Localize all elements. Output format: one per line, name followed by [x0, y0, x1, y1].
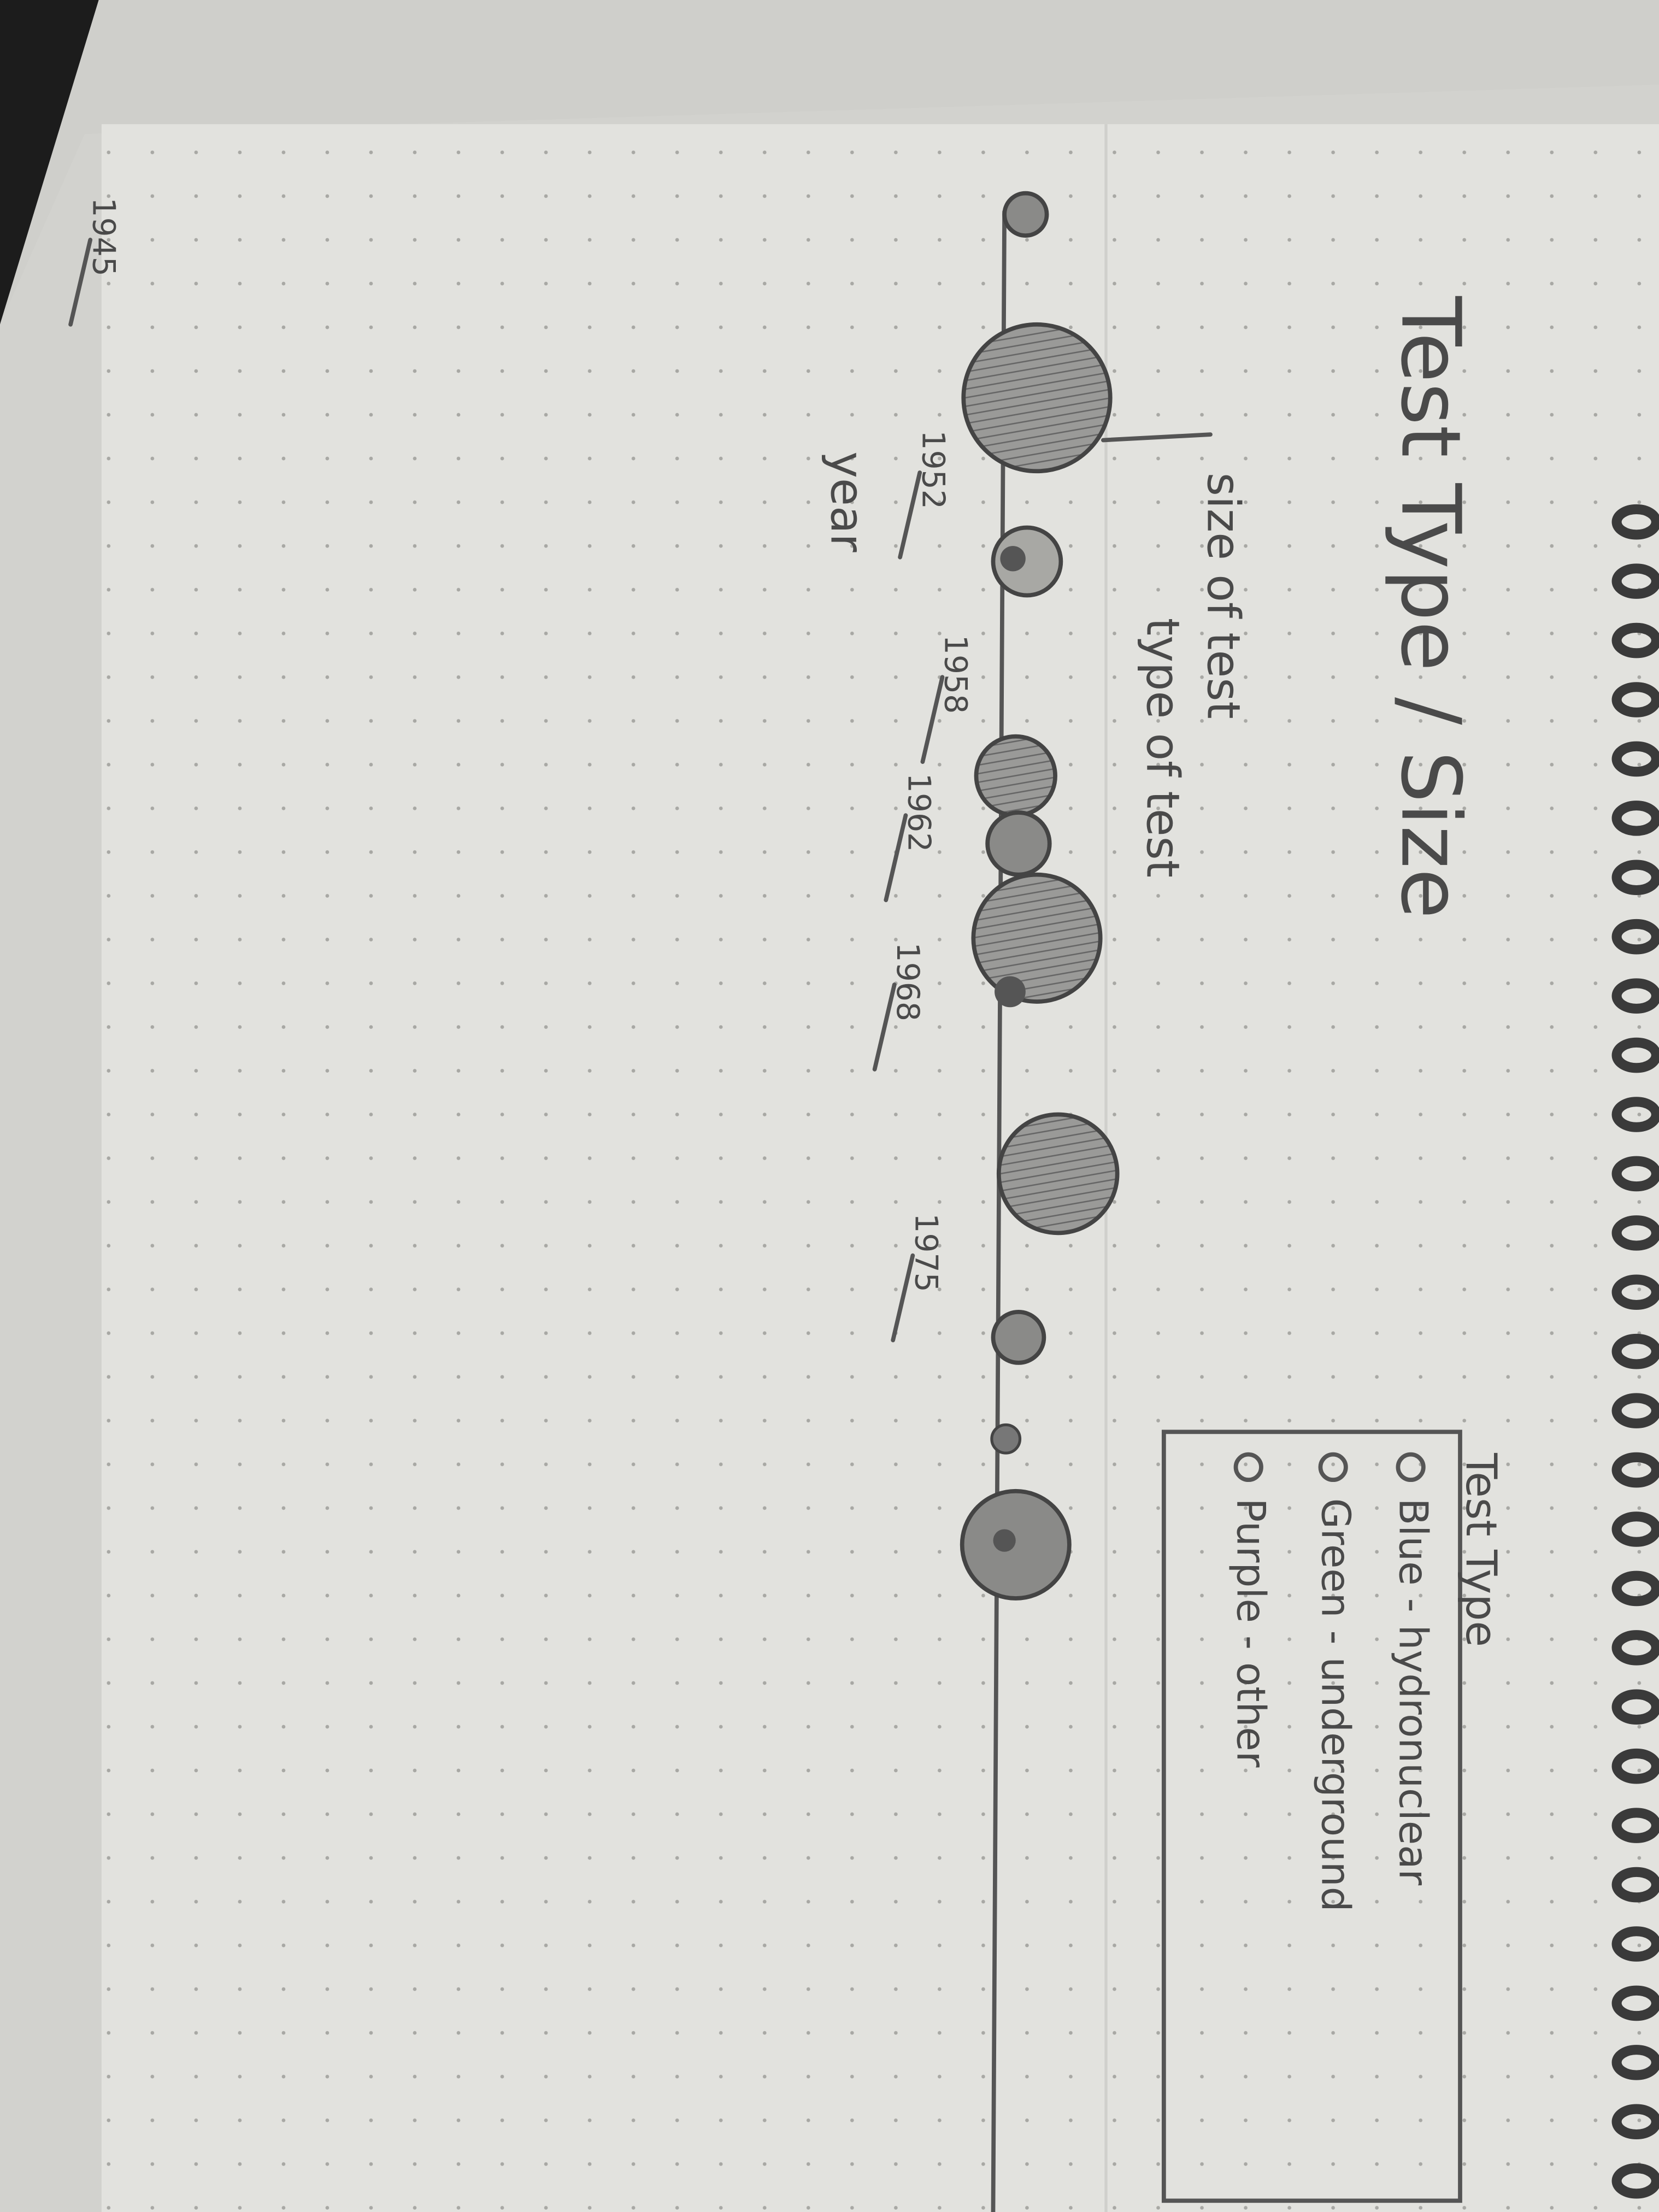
year-tick — [898, 470, 922, 560]
bubble — [961, 322, 1113, 474]
ring — [1611, 682, 1659, 717]
bubble — [991, 1310, 1046, 1365]
ring — [1611, 2104, 1659, 2140]
spiral-binding — [1611, 504, 1659, 2199]
ring — [1611, 919, 1659, 955]
ring — [1611, 741, 1659, 777]
year-labels: 1945 1952 1958 1962 1968 1975 — [68, 197, 974, 1343]
bubble — [960, 1489, 1072, 1601]
legend-swatch — [1318, 1452, 1348, 1482]
legend-swatch — [1396, 1452, 1426, 1482]
year-label: 1952 — [915, 430, 951, 509]
ring — [1611, 2163, 1659, 2199]
bubble-core — [993, 1529, 1016, 1552]
type-annotation: type of test — [1137, 618, 1189, 878]
ring — [1611, 1689, 1659, 1725]
ring — [1611, 2045, 1659, 2080]
legend-label: Blue - hydronuclear — [1390, 1498, 1436, 1886]
legend-title: Test Type — [1456, 1452, 1505, 1647]
bubble — [996, 1112, 1120, 1236]
ring — [1611, 801, 1659, 836]
ring — [1611, 1570, 1659, 1607]
year-label: 1962 — [901, 773, 937, 852]
ring — [1611, 1867, 1659, 1903]
ring — [1611, 1097, 1659, 1132]
ring — [1611, 1333, 1659, 1369]
ring — [1611, 860, 1659, 896]
axis-label: year — [820, 451, 873, 552]
ring — [1611, 1808, 1659, 1843]
bubble-core — [995, 976, 1026, 1008]
legend-items: Blue - hydronuclear Green - underground Pu… — [1228, 1452, 1436, 1912]
ring — [1611, 563, 1659, 599]
year-tick — [872, 983, 897, 1072]
page-behind — [0, 0, 1659, 325]
ring — [1611, 1452, 1659, 1488]
year-tick — [884, 813, 908, 902]
ring — [1611, 1215, 1659, 1251]
ring — [1611, 1274, 1659, 1310]
bubble-core — [1000, 546, 1026, 572]
ring — [1611, 1630, 1659, 1666]
ring — [1611, 1926, 1659, 1962]
legend-swatch — [1233, 1452, 1263, 1482]
bubble — [971, 872, 1103, 1004]
bubble — [974, 734, 1057, 818]
ring — [1611, 978, 1659, 1014]
ring — [1611, 1037, 1659, 1073]
year-label: 1975 — [908, 1213, 944, 1292]
size-annotation: size of test — [1197, 473, 1250, 719]
annotation-pointer — [1101, 432, 1213, 443]
year-tick — [920, 675, 945, 764]
bubble — [1002, 191, 1049, 238]
bubble — [991, 525, 1063, 598]
bubbles — [960, 191, 1120, 1601]
bubble — [985, 810, 1052, 877]
year-label: 1958 — [938, 635, 974, 714]
bubble — [990, 1423, 1022, 1455]
year-tick — [891, 1253, 915, 1343]
ring — [1611, 1511, 1659, 1547]
legend-label: Purple - other — [1228, 1498, 1274, 1768]
dot-grid — [101, 124, 1659, 2212]
ring — [1611, 1393, 1659, 1428]
legend-label: Green - underground — [1313, 1498, 1358, 1912]
year-label: 1945 — [85, 197, 121, 276]
ring — [1611, 1748, 1659, 1784]
legend-box — [1161, 1429, 1462, 2203]
ring — [1611, 1985, 1659, 2021]
ring — [1611, 1156, 1659, 1192]
ring — [1611, 622, 1659, 658]
title: Test Type / Size — [1382, 296, 1478, 919]
year-tick — [68, 238, 93, 327]
ring — [1611, 504, 1659, 540]
year-label: 1968 — [890, 943, 926, 1022]
